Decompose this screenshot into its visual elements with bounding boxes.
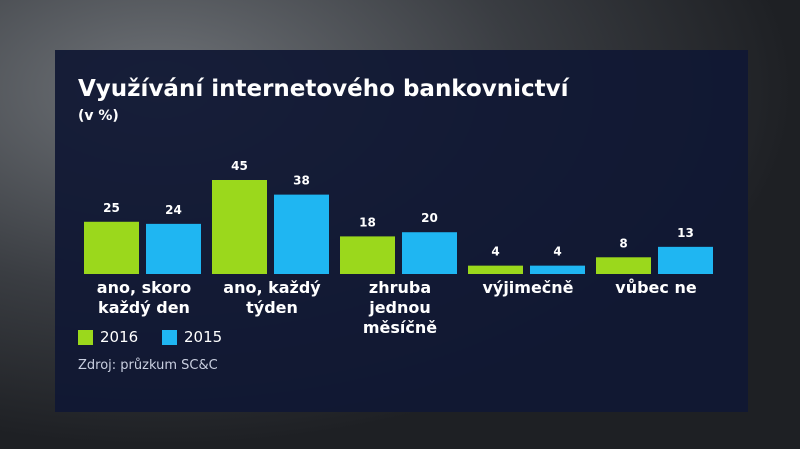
x-tick-label: zhruba jednou měsíčně xyxy=(362,278,438,337)
bar xyxy=(402,232,457,274)
bar xyxy=(658,246,713,274)
bar xyxy=(274,194,329,274)
bar xyxy=(530,265,585,274)
bar xyxy=(468,265,523,274)
x-tick-label: ano, každý týden xyxy=(223,278,321,317)
value-label: 24 xyxy=(165,203,182,217)
value-label: 8 xyxy=(619,236,627,250)
legend-swatch xyxy=(78,330,93,345)
bar xyxy=(596,257,651,274)
legend-label: 2016 xyxy=(100,328,139,346)
legend-swatch xyxy=(162,330,177,345)
value-label: 20 xyxy=(421,211,438,225)
bar xyxy=(146,223,201,274)
value-label: 45 xyxy=(231,159,248,173)
legend-label: 2015 xyxy=(184,328,223,346)
bar xyxy=(340,236,395,274)
x-tick-label: vůbec ne xyxy=(615,278,697,297)
value-label: 13 xyxy=(677,226,694,240)
x-tick-label: ano, skoro každý den xyxy=(96,278,192,317)
value-label: 4 xyxy=(491,245,499,259)
bar xyxy=(212,180,267,274)
value-label: 25 xyxy=(103,201,120,215)
value-label: 18 xyxy=(359,215,376,229)
value-label: 38 xyxy=(293,174,310,188)
chart-subtitle: (v %) xyxy=(78,108,119,124)
source: Zdroj: průzkum SC&C xyxy=(78,358,218,373)
chart-title: Využívání internetového bankovnictví xyxy=(78,76,569,102)
x-tick-label: výjimečně xyxy=(482,278,574,297)
bar xyxy=(84,221,139,274)
value-label: 4 xyxy=(553,245,561,259)
